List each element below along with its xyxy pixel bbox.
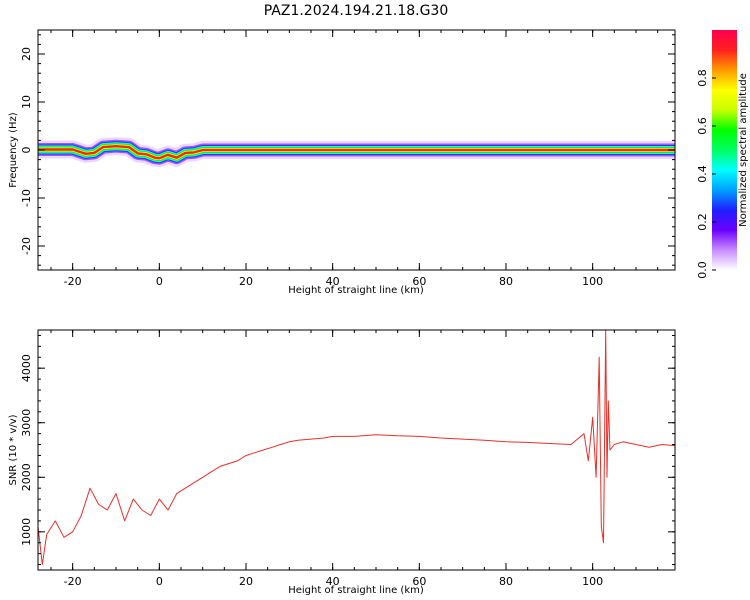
snr-frame bbox=[37, 329, 676, 571]
x-tick-label: -20 bbox=[64, 275, 82, 288]
x-tick-label: 20 bbox=[239, 575, 253, 588]
snr-x-label: Height of straight line (km) bbox=[288, 585, 424, 596]
y-tick-label: 2000 bbox=[20, 463, 33, 491]
x-tick-label: 0 bbox=[156, 275, 163, 288]
x-tick-label: 60 bbox=[412, 275, 426, 288]
figure-title: PAZ1.2024.194.21.18.G30 bbox=[264, 3, 449, 19]
snr-y-ticks: 1000 2000 3000 4000 bbox=[20, 334, 675, 566]
y-tick-label: 1000 bbox=[20, 518, 33, 546]
colorbar-tick-label: 0.2 bbox=[696, 213, 709, 231]
spectrogram-ridge bbox=[38, 137, 675, 168]
ridge-core bbox=[38, 144, 675, 160]
colorbar-ticks: 0.0 0.2 0.4 0.6 0.8 bbox=[696, 69, 716, 279]
x-tick-label: 0 bbox=[156, 575, 163, 588]
spectrogram-panel: -20 0 20 40 60 80 100 -20 -10 0 10 20 Height of st… bbox=[8, 29, 676, 296]
x-tick-label: 40 bbox=[326, 275, 340, 288]
x-tick-label: -20 bbox=[64, 575, 82, 588]
colorbar-tick-label: 0.4 bbox=[696, 165, 709, 183]
colorbar: 0.0 0.2 0.4 0.6 0.8 Normalized spectral ampl… bbox=[696, 30, 749, 279]
spectrogram-x-label: Height of straight line (km) bbox=[288, 285, 424, 296]
y-tick-label: 3000 bbox=[20, 409, 33, 437]
spectrogram-y-ticks: -20 -10 0 10 20 bbox=[20, 34, 675, 266]
colorbar-tick-label: 0.6 bbox=[696, 117, 709, 135]
snr-y-label: SNR (10 * v/v) bbox=[8, 414, 19, 485]
spectrogram-y-label: Frequency (Hz) bbox=[8, 112, 19, 188]
snr-x-ticks: -20 0 20 40 60 80 100 bbox=[50, 330, 659, 588]
x-tick-label: 20 bbox=[239, 275, 253, 288]
colorbar-label: Normalized spectral amplitude bbox=[738, 73, 749, 227]
y-tick-label: 0 bbox=[20, 147, 33, 154]
x-tick-label: 100 bbox=[582, 275, 603, 288]
x-tick-label: 80 bbox=[499, 575, 513, 588]
colorbar-tick-label: 0.8 bbox=[696, 69, 709, 87]
y-tick-label: 10 bbox=[20, 95, 33, 109]
x-tick-label: 60 bbox=[412, 575, 426, 588]
y-tick-label: 20 bbox=[20, 47, 33, 61]
x-tick-label: 40 bbox=[326, 575, 340, 588]
colorbar-tick-label: 0.0 bbox=[696, 261, 709, 279]
colorbar-gradient bbox=[712, 30, 737, 270]
x-tick-label: 100 bbox=[582, 575, 603, 588]
y-tick-label: 4000 bbox=[20, 354, 33, 382]
snr-line-group bbox=[38, 330, 675, 565]
snr-series-line bbox=[38, 330, 675, 565]
y-tick-label: -10 bbox=[20, 189, 33, 207]
y-tick-label: -20 bbox=[20, 237, 33, 255]
spectrogram-x-ticks: -20 0 20 40 60 80 100 bbox=[50, 30, 659, 288]
snr-panel: -20 0 20 40 60 80 100 1000 2000 3000 4000 Height … bbox=[8, 329, 676, 596]
x-tick-label: 80 bbox=[499, 275, 513, 288]
